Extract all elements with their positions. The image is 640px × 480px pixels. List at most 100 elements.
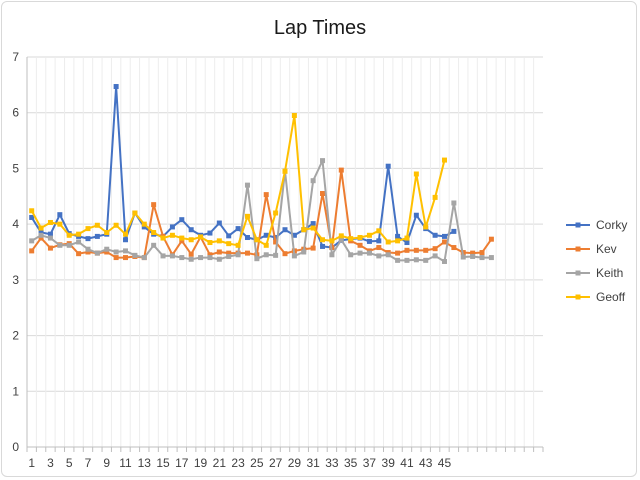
- data-point: [301, 249, 307, 255]
- data-point: [385, 163, 391, 169]
- data-point: [113, 84, 119, 90]
- data-point: [395, 257, 401, 263]
- data-point: [76, 231, 82, 237]
- x-tick-label: 11: [119, 456, 132, 470]
- data-point: [85, 236, 91, 242]
- data-point: [123, 231, 129, 237]
- data-point: [357, 242, 363, 248]
- data-point: [123, 237, 129, 243]
- legend-item-geoff: Geoff: [566, 290, 626, 304]
- data-point: [423, 257, 429, 263]
- data-point: [244, 250, 250, 256]
- data-point: [263, 232, 269, 238]
- x-tick-label: 25: [250, 456, 264, 470]
- data-point: [188, 237, 194, 243]
- x-tick-label: 31: [306, 456, 320, 470]
- x-tick-label: 33: [325, 456, 339, 470]
- data-point: [179, 255, 185, 261]
- data-point: [179, 217, 185, 223]
- x-tick-label: 35: [344, 456, 358, 470]
- data-point: [85, 226, 91, 232]
- data-point: [441, 233, 447, 239]
- data-point: [66, 242, 72, 248]
- x-tick-label: 43: [419, 456, 433, 470]
- data-point: [132, 210, 138, 216]
- data-point: [310, 225, 316, 231]
- data-point: [282, 227, 288, 233]
- data-point: [151, 242, 157, 248]
- data-point: [320, 243, 326, 249]
- data-point: [263, 192, 269, 198]
- data-point: [366, 232, 372, 238]
- data-point: [235, 242, 241, 248]
- legend-swatch-marker: [575, 246, 581, 252]
- x-tick-label: 15: [156, 456, 170, 470]
- legend-item-corky: Corky: [566, 218, 627, 232]
- data-point: [423, 247, 429, 253]
- data-point: [395, 233, 401, 239]
- x-tick-label: 27: [269, 456, 283, 470]
- series-line-geoff: [30, 114, 446, 247]
- x-tick-label: 21: [213, 456, 227, 470]
- data-point: [132, 252, 138, 258]
- data-point: [76, 251, 82, 257]
- data-point: [188, 227, 194, 233]
- data-point: [310, 178, 316, 184]
- y-tick-label: 5: [12, 161, 19, 175]
- series-layer: [29, 84, 494, 264]
- legend-item-keith: Keith: [566, 266, 623, 280]
- data-point: [179, 235, 185, 241]
- data-point: [423, 224, 429, 230]
- data-point: [104, 249, 110, 255]
- legend-item-kev: Kev: [566, 242, 617, 256]
- data-point: [141, 221, 147, 227]
- data-point: [113, 255, 119, 261]
- data-point: [226, 253, 232, 259]
- data-point: [441, 258, 447, 264]
- data-point: [226, 241, 232, 247]
- data-point: [113, 222, 119, 228]
- data-point: [488, 255, 494, 261]
- data-point: [366, 238, 372, 244]
- data-point: [338, 233, 344, 239]
- x-tick-label: 45: [438, 456, 452, 470]
- data-point: [404, 240, 410, 246]
- data-point: [291, 253, 297, 259]
- data-point: [451, 245, 457, 251]
- data-point: [320, 158, 326, 164]
- data-point: [207, 230, 213, 236]
- y-tick-label: 2: [12, 329, 19, 343]
- data-point: [376, 238, 382, 244]
- data-point: [451, 200, 457, 206]
- data-point: [29, 248, 35, 254]
- y-tick-label: 0: [12, 440, 19, 454]
- legend-swatch-marker: [575, 270, 581, 276]
- data-point: [207, 255, 213, 261]
- data-point: [404, 235, 410, 241]
- data-point: [470, 253, 476, 259]
- data-point: [47, 235, 53, 241]
- data-point: [376, 245, 382, 251]
- data-point: [141, 255, 147, 261]
- data-point: [85, 249, 91, 255]
- data-point: [470, 250, 476, 256]
- data-point: [29, 208, 35, 214]
- data-point: [169, 224, 175, 230]
- data-point: [244, 213, 250, 219]
- data-point: [282, 251, 288, 257]
- data-point: [357, 250, 363, 256]
- data-point: [273, 210, 279, 216]
- data-point: [441, 157, 447, 163]
- data-point: [179, 238, 185, 244]
- data-point: [235, 252, 241, 258]
- data-point: [226, 250, 232, 256]
- data-point: [338, 237, 344, 243]
- data-point: [404, 247, 410, 253]
- data-point: [226, 233, 232, 239]
- data-point: [38, 225, 44, 231]
- data-point: [216, 220, 222, 226]
- data-point: [94, 222, 100, 228]
- data-point: [273, 252, 279, 258]
- data-point: [207, 252, 213, 258]
- data-point: [47, 219, 53, 225]
